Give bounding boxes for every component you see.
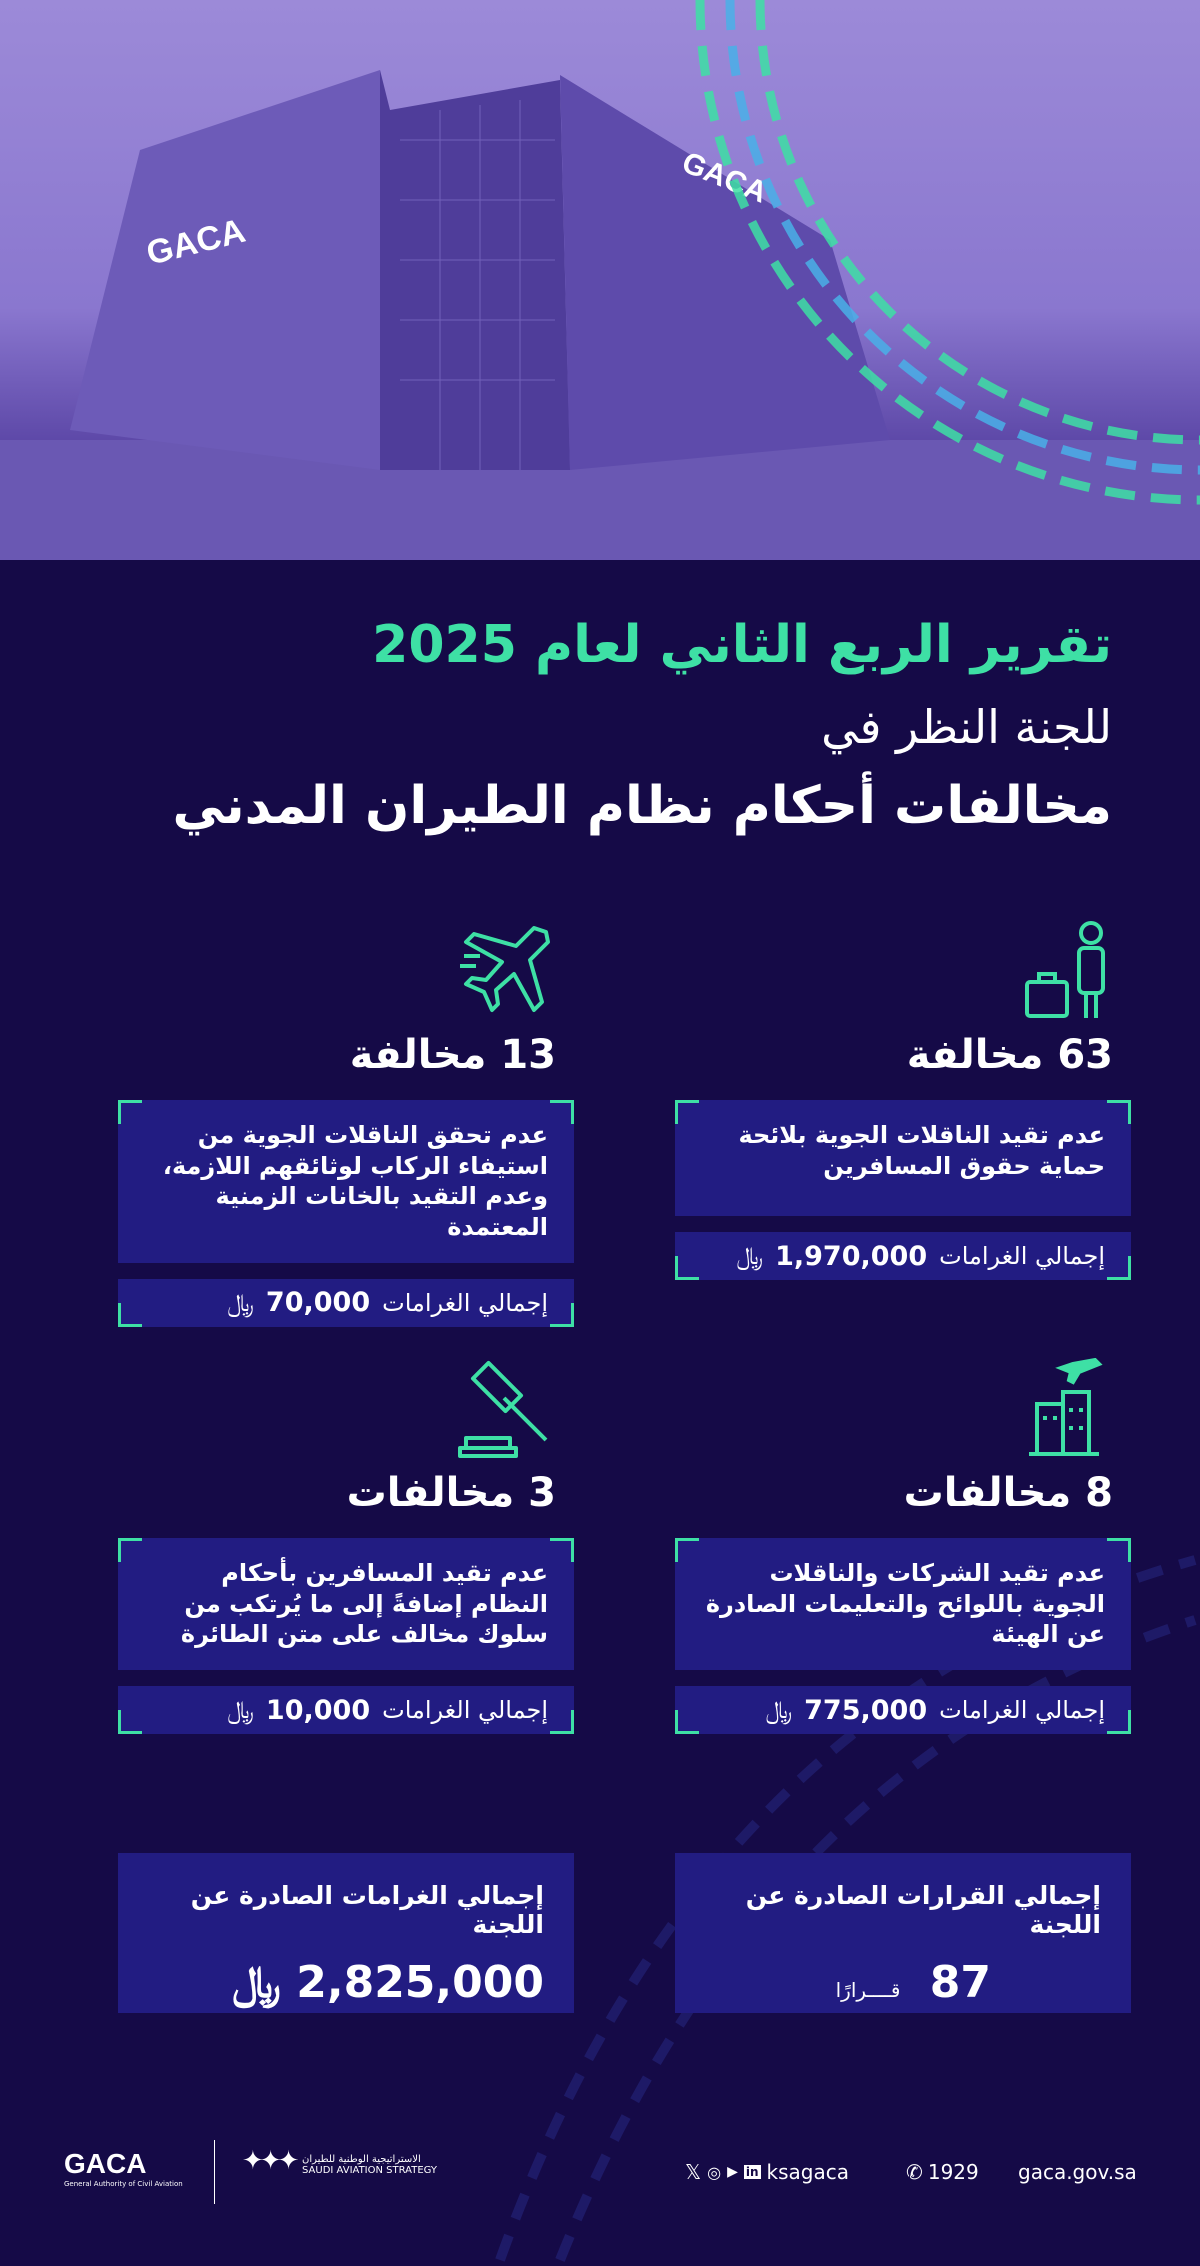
violation-card-documents: 13 مخالفة عدم تحقق الناقلات الجوية من اس… (118, 920, 574, 1327)
total-decisions: إجمالي القرارات الصادرة عن اللجنة 87 قــ… (675, 1853, 1131, 2013)
violation-description: عدم تقيد الشركات والناقلات الجوية باللوا… (675, 1538, 1131, 1671)
riyal-icon: ﷼ (736, 1242, 764, 1270)
strategy-logo: الاستراتيجية الوطنية للطيران SAUDI AVIAT… (302, 2154, 438, 2176)
violation-description: عدم تحقق الناقلات الجوية من استيفاء الرك… (118, 1100, 574, 1263)
airplane-icon (118, 920, 574, 1022)
fine-total: إجمالي الغرامات 10,000 ﷼ (118, 1686, 574, 1735)
phone[interactable]: ✆ 1929 (906, 2160, 979, 2184)
title-line-1: تقرير الربع الثاني لعام 2025 (372, 615, 1112, 675)
gaca-logo: GACA General Authority of Civil Aviation (64, 2148, 183, 2188)
strategy-logo-icon: ✦✦✦ (242, 2146, 299, 2176)
title-line-2: للجنة النظر في (821, 700, 1112, 754)
violation-card-passenger-conduct: 3 مخالفات عدم تقيد المسافرين بأحكام النظ… (118, 1358, 574, 1735)
total-fines-value: 2,825,000 (296, 1957, 544, 2008)
linkedin-icon[interactable]: in (743, 2165, 761, 2179)
building-illustration: GACA GACA (0, 70, 1200, 560)
social-links: 𝕏 ◎ ▶ in ksagaca (685, 2160, 849, 2184)
fine-total: إجمالي الغرامات 775,000 ﷼ (675, 1686, 1131, 1735)
violation-card-passenger-rights: 63 مخالفة عدم تقيد الناقلات الجوية بلائح… (675, 920, 1131, 1280)
riyal-icon: ﷼ (227, 1696, 254, 1725)
violation-description: عدم تقيد المسافرين بأحكام النظام إضافةً … (118, 1538, 574, 1671)
fine-total: إجمالي الغرامات 70,000 ﷼ (118, 1278, 574, 1327)
riyal-icon: ﷼ (765, 1696, 793, 1725)
website-link[interactable]: gaca.gov.sa (1018, 2160, 1137, 2184)
x-icon[interactable]: 𝕏 (685, 2160, 702, 2184)
violation-count: 8 مخالفات (903, 1470, 1113, 1516)
total-fines-label: إجمالي الغرامات الصادرة عن اللجنة (190, 1881, 544, 1939)
youtube-icon[interactable]: ▶ (727, 2164, 738, 2180)
social-handle[interactable]: ksagaca (766, 2160, 849, 2184)
total-decisions-unit: قــــرارًا (835, 1978, 901, 2002)
violation-card-regulations: 8 مخالفات عدم تقيد الشركات والناقلات الج… (675, 1358, 1131, 1735)
violation-count: 3 مخالفات (346, 1470, 556, 1516)
hero-building-photo: GACA GACA (0, 0, 1200, 560)
violation-count: 63 مخالفة (906, 1032, 1113, 1078)
total-decisions-label: إجمالي القرارات الصادرة عن اللجنة (745, 1881, 1101, 1939)
gavel-icon (118, 1358, 574, 1460)
instagram-icon[interactable]: ◎ (707, 2162, 722, 2182)
fine-total: إجمالي الغرامات 1,970,000 ﷼ (675, 1232, 1131, 1280)
passenger-luggage-icon (675, 920, 1131, 1022)
footer: GACA General Authority of Civil Aviation… (0, 2130, 1200, 2220)
total-decisions-value: 87 (929, 1957, 991, 2008)
violation-count: 13 مخالفة (349, 1032, 556, 1078)
title-line-3: مخالفات أحكام نظام الطيران المدني (172, 776, 1112, 836)
phone-icon: ✆ (906, 2160, 923, 2184)
divider (214, 2140, 215, 2204)
riyal-icon: ﷼ (232, 1957, 281, 2008)
riyal-icon: ﷼ (227, 1288, 254, 1317)
total-fines: إجمالي الغرامات الصادرة عن اللجنة 2,825,… (118, 1853, 574, 2013)
building-airplane-icon (675, 1358, 1131, 1460)
violation-description: عدم تقيد الناقلات الجوية بلائحة حماية حق… (675, 1100, 1131, 1216)
